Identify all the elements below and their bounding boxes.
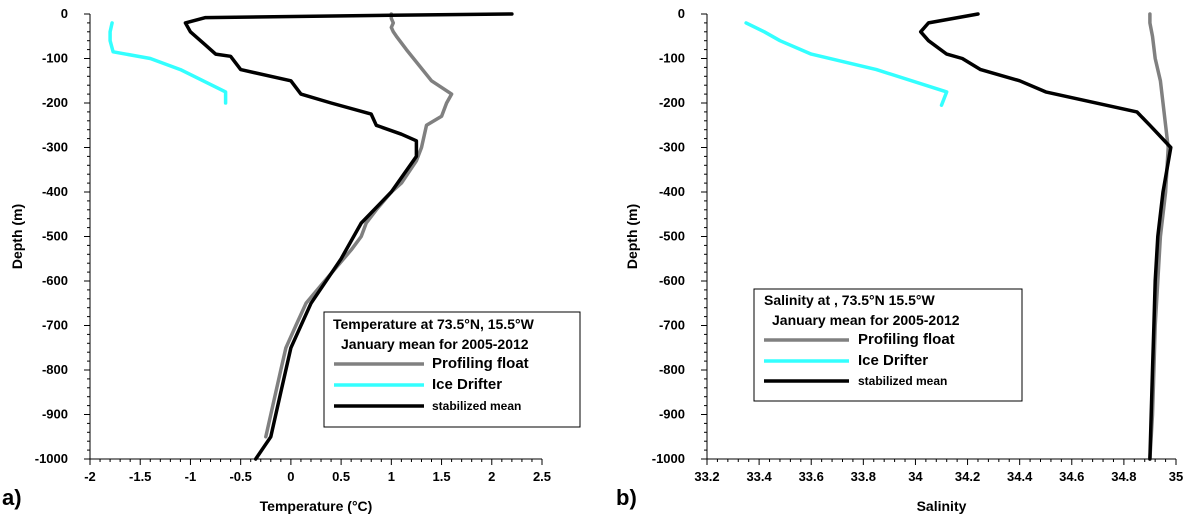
series-line-ice-drifter — [108, 21, 228, 105]
y-tick-label: -800 — [42, 362, 68, 377]
x-tick-label: 33.2 — [694, 469, 719, 484]
x-tick-label: 0 — [287, 469, 294, 484]
legend-entry: Profiling float — [858, 331, 955, 348]
x-tick-label: 2.5 — [533, 469, 551, 484]
x-tick-label: -0.5 — [229, 469, 251, 484]
panel-label: a) — [2, 485, 22, 510]
y-tick-label: 0 — [61, 6, 68, 21]
y-axis-label: Depth (m) — [9, 204, 25, 269]
legend-box — [323, 311, 581, 428]
legend-title-line2: January mean for 2005-2012 — [772, 312, 960, 328]
y-tick-label: -200 — [659, 95, 685, 110]
y-tick-label: -900 — [659, 407, 685, 422]
legend-entry: Ice Drifter — [432, 376, 502, 393]
x-tick-label: 2 — [488, 469, 495, 484]
x-tick-label: -1 — [185, 469, 197, 484]
x-tick-label: -2 — [84, 469, 96, 484]
legend-entry: stabilized mean — [432, 399, 521, 413]
x-tick-label: 34.6 — [1059, 469, 1084, 484]
y-tick-label: -300 — [42, 140, 68, 155]
y-tick-label: -400 — [659, 184, 685, 199]
x-tick-label: -1.5 — [129, 469, 151, 484]
x-tick-label: 35 — [1169, 469, 1183, 484]
legend: Salinity at , 73.5°N 15.5°W January mean … — [753, 288, 1023, 402]
series-line-stabilized-mean — [183, 12, 514, 461]
y-tick-label: -700 — [659, 318, 685, 333]
legend-entry: Profiling float — [432, 355, 529, 372]
legend-entry: Ice Drifter — [858, 352, 928, 369]
y-tick-label: -1000 — [652, 451, 685, 466]
x-tick-label: 34 — [908, 469, 923, 484]
y-axis-label: Depth (m) — [624, 204, 640, 269]
y-tick-label: -600 — [659, 273, 685, 288]
x-tick-label: 1 — [388, 469, 395, 484]
x-tick-label: 1.5 — [433, 469, 451, 484]
x-tick-label: 34.2 — [955, 469, 980, 484]
series-line-stabilized-mean — [918, 12, 1173, 461]
y-tick-label: -700 — [42, 318, 68, 333]
y-tick-label: -200 — [42, 95, 68, 110]
legend-entry: stabilized mean — [858, 374, 947, 388]
series-line-ice-drifter — [744, 21, 949, 107]
x-tick-label: 34.8 — [1111, 469, 1136, 484]
legend-title-line1: Salinity at , 73.5°N 15.5°W — [764, 292, 935, 308]
y-tick-label: -500 — [659, 229, 685, 244]
legend-title-line2: January mean for 2005-2012 — [341, 336, 529, 352]
y-tick-label: -100 — [659, 51, 685, 66]
x-tick-label: 34.4 — [1007, 469, 1033, 484]
x-tick-label: 33.8 — [851, 469, 876, 484]
y-tick-label: -500 — [42, 229, 68, 244]
x-axis-label: Temperature (°C) — [260, 498, 373, 514]
legend-title-line1: Temperature at 73.5°N, 15.5°W — [333, 316, 535, 332]
y-tick-label: -800 — [659, 362, 685, 377]
y-tick-label: -600 — [42, 273, 68, 288]
panel-label: b) — [616, 485, 637, 510]
y-tick-label: 0 — [678, 6, 685, 21]
x-axis-label: Salinity — [917, 498, 967, 514]
chart-panel-0: 0-100-200-300-400-500-600-700-800-900-10… — [2, 6, 581, 514]
y-tick-label: -300 — [659, 140, 685, 155]
x-tick-label: 33.4 — [746, 469, 772, 484]
y-tick-label: -100 — [42, 51, 68, 66]
series-line-profiling-float — [264, 12, 454, 439]
x-tick-label: 0.5 — [332, 469, 350, 484]
y-tick-label: -1000 — [35, 451, 68, 466]
legend: Temperature at 73.5°N, 15.5°W January mea… — [323, 311, 581, 428]
y-tick-label: -900 — [42, 407, 68, 422]
x-tick-label: 33.6 — [799, 469, 824, 484]
chart-panel-1: 0 -100 -200 -300 -400 -500 -600 -700 -800 -900 -10… — [616, 6, 1183, 514]
y-tick-label: -400 — [42, 184, 68, 199]
